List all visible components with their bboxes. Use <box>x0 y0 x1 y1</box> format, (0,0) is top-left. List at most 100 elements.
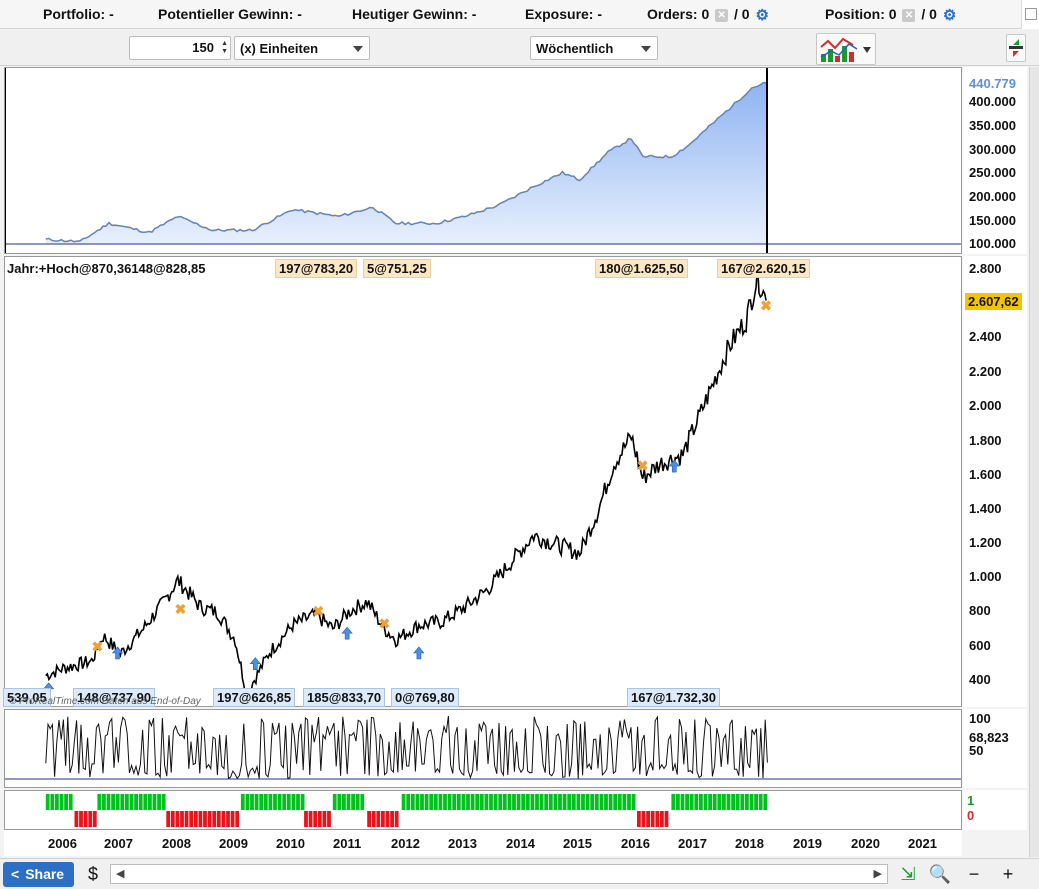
signal-bar-on <box>708 794 712 810</box>
y-tick: 1.800 <box>969 433 1002 448</box>
signal-axis: 1 0 <box>963 790 1027 830</box>
signal-bar-off <box>394 811 399 827</box>
signal-bar-on <box>722 794 726 810</box>
signal-bar-off <box>88 811 93 827</box>
timeframe-select[interactable]: Wöchentlich <box>530 36 658 60</box>
zoom-auto-icon[interactable]: 🔍 <box>928 864 952 884</box>
signal-bar-on <box>406 794 411 810</box>
share-label: Share <box>25 866 65 882</box>
signal-bar-off <box>166 811 171 827</box>
signal-bar-off <box>180 811 184 827</box>
y-tick: 150.000 <box>969 213 1016 228</box>
chart-type-button[interactable] <box>816 33 876 65</box>
signal-bar-on <box>613 794 618 810</box>
corner-toggle[interactable] <box>1021 0 1039 29</box>
trade-label: 167@1.732,30 <box>627 688 720 707</box>
signal-bar-off <box>212 811 217 827</box>
zoom-out-icon[interactable]: − <box>968 864 980 884</box>
y-tick: 250.000 <box>969 165 1016 180</box>
gear-icon[interactable]: ⚙ <box>755 7 769 25</box>
trade-label: 148@737,90 <box>73 688 156 707</box>
signal-bar-on <box>717 794 722 810</box>
signal-bar-on <box>240 794 245 810</box>
unit-select[interactable]: (x) Einheiten <box>234 36 370 60</box>
signal-bar-off <box>381 811 385 827</box>
signal-bar-on <box>525 794 530 810</box>
signal-bar-on <box>685 794 689 810</box>
y-tick: 100.000 <box>969 236 1016 251</box>
signal-bar-on <box>461 794 466 810</box>
chevron-down-icon <box>863 47 871 53</box>
signal-bar-on <box>337 794 342 810</box>
signal-bar-on <box>749 794 754 810</box>
dollar-icon[interactable]: $ <box>87 864 98 884</box>
position-sep: / 0 <box>921 6 937 22</box>
right-scrollbar[interactable] <box>1029 67 1039 857</box>
signal-bar-on <box>617 794 622 810</box>
equity-line-overlay <box>45 82 767 243</box>
equity-area <box>45 82 767 244</box>
signal-bar-on <box>726 794 731 810</box>
scroll-right-icon[interactable]: ▶ <box>873 868 882 880</box>
signal-bar-off <box>226 811 230 827</box>
buy-marker-icon <box>413 646 425 660</box>
close-icon[interactable]: ✕ <box>715 8 729 22</box>
signal-bar-on <box>443 794 447 810</box>
buy-marker-icon <box>249 657 261 670</box>
signal-bar-on <box>456 794 461 810</box>
signal-bar-on <box>576 794 581 810</box>
price-panel: ✖ ✖ ✖ ✖ ✖ ✖ Jahr:+Hoch@870,36148@828,85 197@7… <box>3 256 962 707</box>
signal-bar-on <box>689 794 694 810</box>
signal-bar-on <box>346 794 351 810</box>
signal-bar-on <box>585 794 590 810</box>
signal-bar-off <box>230 811 235 827</box>
position-metric: Position: 0 ✕ / 0 ⚙ <box>825 6 956 24</box>
signal-chart <box>45 794 768 827</box>
horizontal-scrollbar[interactable]: ◀ ▶ <box>110 864 888 884</box>
x-tick: 2007 <box>104 836 133 851</box>
signal-bar-on <box>680 794 685 810</box>
spin-arrows-icon[interactable]: ▲ ▼ <box>221 40 228 55</box>
flip-arrows-button[interactable] <box>1006 34 1026 62</box>
oscillator-last-value: 68,823 <box>969 730 1009 745</box>
x-tick: 2010 <box>276 836 305 851</box>
signal-bar-on <box>498 794 503 810</box>
signal-bar-off <box>655 811 660 827</box>
signal-bar-off <box>371 811 376 827</box>
scroll-left-icon[interactable]: ◀ <box>116 868 125 880</box>
x-tick: 2006 <box>48 836 77 851</box>
close-icon[interactable]: ✕ <box>902 8 916 22</box>
checkbox-icon[interactable] <box>1025 8 1037 20</box>
quantity-stepper[interactable]: 150 ▲ ▼ <box>129 36 231 60</box>
x-tick: 2009 <box>219 836 248 851</box>
signal-bar-on <box>420 794 424 810</box>
trade-label: 167@2.620,15 <box>717 259 810 278</box>
signal-bar-off <box>221 811 226 827</box>
signal-bar-on <box>97 794 102 810</box>
signal-bar-on <box>250 794 254 810</box>
x-tick: 2018 <box>735 836 764 851</box>
gear-icon[interactable]: ⚙ <box>942 7 957 25</box>
signal-bar-on <box>111 794 115 810</box>
signal-bar-on <box>263 794 268 810</box>
signal-bar-on <box>138 794 143 810</box>
signal-bar-on <box>622 794 627 810</box>
signal-bar-off <box>385 811 390 827</box>
chevron-down-icon <box>641 46 651 52</box>
fit-icon[interactable]: ⇲ <box>900 864 916 884</box>
signal-bar-on <box>129 794 134 810</box>
oscillator-panel <box>4 709 962 788</box>
signal-bar-off <box>390 811 394 827</box>
signal-bar-off <box>367 811 371 827</box>
signal-bar-on <box>452 794 457 810</box>
share-button[interactable]: < Share <box>3 862 74 887</box>
signal-bar-on <box>466 794 470 810</box>
signal-bar-on <box>758 794 763 810</box>
signal-bar-off <box>74 811 79 827</box>
zoom-in-icon[interactable]: + <box>1002 864 1014 884</box>
signal-bar-on <box>544 794 549 810</box>
signal-bar-on <box>512 794 516 810</box>
position-label: Position: 0 <box>825 6 897 22</box>
signal-bar-off <box>216 811 221 827</box>
signal-bar-on <box>562 794 567 810</box>
